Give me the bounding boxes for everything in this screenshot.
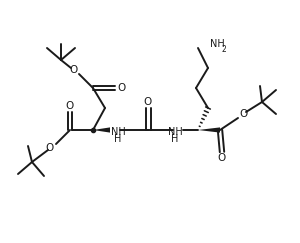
Polygon shape xyxy=(198,127,220,133)
Text: O: O xyxy=(144,97,152,107)
Text: O: O xyxy=(69,65,77,75)
Text: O: O xyxy=(46,143,54,153)
Text: NH: NH xyxy=(168,127,182,137)
Text: O: O xyxy=(218,153,226,163)
Text: O: O xyxy=(117,83,125,93)
Text: 2: 2 xyxy=(222,45,226,54)
Text: H: H xyxy=(171,134,179,144)
Text: H: H xyxy=(114,134,122,144)
Text: O: O xyxy=(240,109,248,119)
Text: O: O xyxy=(66,101,74,111)
Text: NH: NH xyxy=(210,39,225,49)
Polygon shape xyxy=(93,127,110,133)
Text: NH: NH xyxy=(111,127,125,137)
